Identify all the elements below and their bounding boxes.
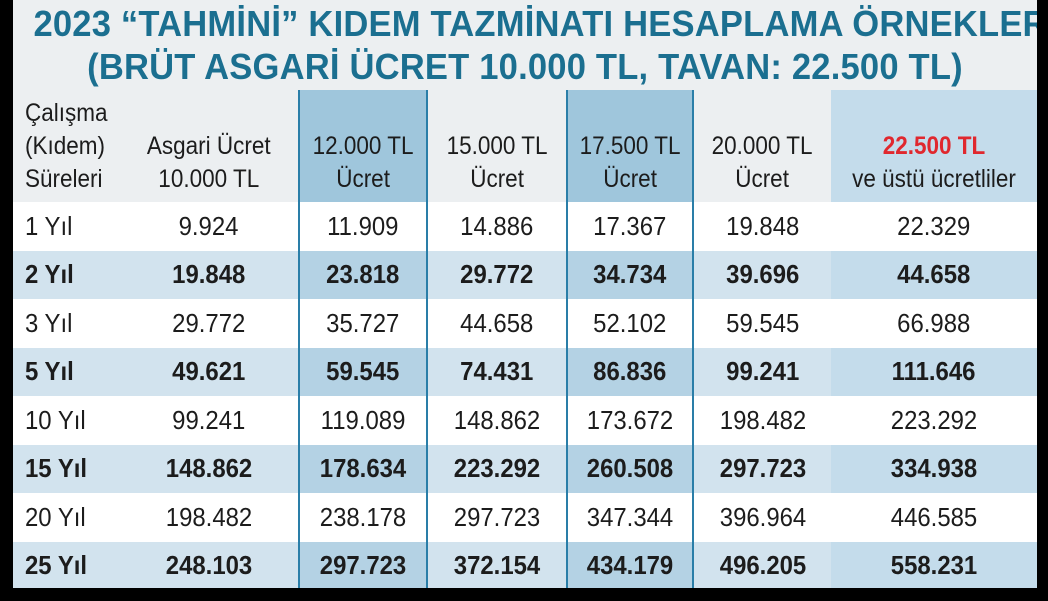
table-cell: 173.672	[566, 396, 694, 445]
header-duration: Çalışma (Kıdem) Süreleri	[25, 99, 108, 193]
table-cell: 86.836	[566, 347, 694, 396]
table-cell: 52.102	[566, 299, 694, 348]
row-duration-label: 15 Yıl	[13, 444, 119, 493]
header-12000: 12.000 TL Ücret	[298, 90, 428, 202]
table-cell: 34.734	[566, 250, 694, 299]
header-ceiling-amount: 22.500 TL	[882, 132, 986, 160]
table-row: 1 Yıl 9.924 11.909 14.886 17.367 19.848 22.329	[13, 202, 1037, 251]
table-body: 1 Yıl 9.924 11.909 14.886 17.367 19.848 22.329…	[13, 202, 1037, 588]
table-cell: 297.723	[693, 444, 831, 493]
header-15000: 15.000 TL Ücret	[446, 132, 548, 193]
table-cell: 19.848	[119, 250, 299, 299]
table-cell: 44.658	[427, 299, 567, 348]
table-cell: 238.178	[298, 493, 428, 542]
table-cell: 19.848	[693, 202, 831, 251]
table-cell: 297.723	[427, 493, 567, 542]
table-cell: 99.241	[693, 347, 831, 396]
header-20000: 20.000 TL Ücret	[712, 132, 813, 193]
row-duration-label: 25 Yıl	[13, 541, 119, 588]
table-cell: 99.241	[119, 396, 299, 445]
table-cell: 29.772	[119, 299, 299, 348]
table-cell: 396.964	[693, 493, 831, 542]
table-row: 3 Yıl 29.772 35.727 44.658 52.102 59.545 66.98…	[13, 299, 1037, 348]
table-cell: 178.634	[298, 444, 428, 493]
table-cell: 66.988	[831, 299, 1037, 348]
table-cell: 35.727	[298, 299, 428, 348]
table-cell: 22.329	[831, 202, 1037, 251]
table-cell: 148.862	[427, 396, 567, 445]
table-cell: 44.658	[831, 250, 1037, 299]
table-cell: 434.179	[566, 541, 694, 588]
table-cell: 198.482	[119, 493, 299, 542]
title-line-1: 2023 “TAHMİNİ” KIDEM TAZMİNATI HESAPLAMA…	[33, 3, 1037, 44]
table-cell: 49.621	[119, 347, 299, 396]
row-duration-label: 5 Yıl	[13, 347, 119, 396]
table-row: 2 Yıl 19.848 23.818 29.772 34.734 39.696 44.65…	[13, 250, 1037, 299]
table-cell: 198.482	[693, 396, 831, 445]
table-cell: 74.431	[427, 347, 567, 396]
table-cell: 446.585	[831, 493, 1037, 542]
table-cell: 59.545	[298, 347, 428, 396]
table-cell: 334.938	[831, 444, 1037, 493]
table-cell: 23.818	[298, 250, 428, 299]
table-cell: 14.886	[427, 202, 567, 251]
row-duration-label: 1 Yıl	[13, 202, 119, 251]
row-duration-label: 20 Yıl	[13, 493, 119, 542]
table-cell: 260.508	[566, 444, 694, 493]
header-min-wage: Asgari Ücret 10.000 TL	[146, 132, 271, 193]
table-cell: 119.089	[298, 396, 428, 445]
table-cell: 9.924	[119, 202, 299, 251]
row-duration-label: 10 Yıl	[13, 396, 119, 445]
table-row: 20 Yıl 198.482 238.178 297.723 347.344 396.96…	[13, 493, 1037, 542]
infographic-frame: 2023 “TAHMİNİ” KIDEM TAZMİNATI HESAPLAMA…	[13, 0, 1037, 588]
table-cell: 297.723	[298, 541, 428, 588]
header-17500: 17.500 TL Ücret	[566, 90, 694, 202]
row-duration-label: 3 Yıl	[13, 299, 119, 348]
table-cell: 347.344	[566, 493, 694, 542]
table-cell: 59.545	[693, 299, 831, 348]
table-row: 25 Yıl 248.103 297.723 372.154 434.179 496.20…	[13, 541, 1037, 588]
table-row: 5 Yıl 49.621 59.545 74.431 86.836 99.241 111.6…	[13, 347, 1037, 396]
table-cell: 148.862	[119, 444, 299, 493]
header-row: Çalışma (Kıdem) Süreleri Asgari Ücret 10…	[13, 90, 1037, 202]
table-cell: 558.231	[831, 541, 1037, 588]
table-cell: 223.292	[427, 444, 567, 493]
title-line-2: (BRÜT ASGARİ ÜCRET 10.000 TL, TAVAN: 22.…	[87, 46, 963, 87]
table-cell: 39.696	[693, 250, 831, 299]
table-cell: 496.205	[693, 541, 831, 588]
table-row: 10 Yıl 99.241 119.089 148.862 173.672 198.482…	[13, 396, 1037, 445]
table-cell: 248.103	[119, 541, 299, 588]
table-cell: 223.292	[831, 396, 1037, 445]
header-22500: 22.500 TL ve üstü ücretliler	[831, 90, 1037, 202]
table-cell: 17.367	[566, 202, 694, 251]
header-ceiling-label: ve üstü ücretliler	[852, 165, 1016, 193]
table-cell: 111.646	[831, 347, 1037, 396]
row-duration-label: 2 Yıl	[13, 250, 119, 299]
table-cell: 11.909	[298, 202, 428, 251]
severance-table: Çalışma (Kıdem) Süreleri Asgari Ücret 10…	[13, 90, 1037, 588]
table-cell: 372.154	[427, 541, 567, 588]
table-row: 15 Yıl 148.862 178.634 223.292 260.508 297.72…	[13, 444, 1037, 493]
table-cell: 29.772	[427, 250, 567, 299]
